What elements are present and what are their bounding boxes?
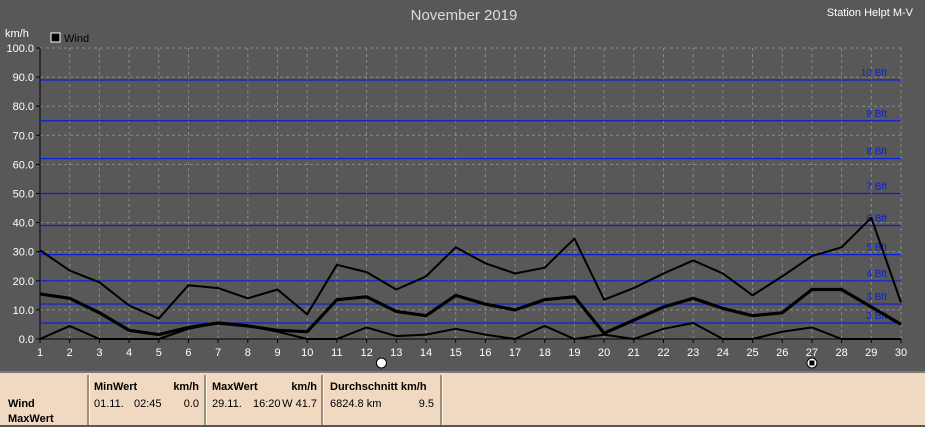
x-tick-label: 17 [509,347,521,359]
extreme-markers [375,357,818,369]
x-tick-label: 27 [806,347,818,359]
y-axis: 0.0 10.0 20.0 30.0 40.0 50.0 60.0 70.0 80.0 90.0 1… [6,43,40,346]
avg-header: Durchschnitt km/h [330,381,427,393]
y-tick-label: 60.0 [13,159,34,171]
wind-chart: November 2019 Station Helpt M-V km/h Win… [5,7,914,369]
beaufort-label: 9 Bft [866,109,887,120]
max-marker-center [809,360,815,366]
max-date: 29.11. [212,398,242,410]
x-tick-label: 19 [568,347,580,359]
stats-separator [204,375,207,425]
x-tick-label: 6 [185,347,191,359]
stats-min: MinWert km/h 01.11. 02:45 0.0 [90,373,204,427]
stats-row-wind: Wind [8,398,35,410]
stats-separator [440,375,443,425]
x-tick-label: 16 [479,347,491,359]
x-tick-label: 30 [895,347,907,359]
x-tick-label: 7 [215,347,221,359]
x-tick-label: 29 [865,347,877,359]
y-tick-label: 40.0 [13,218,34,230]
min-unit: km/h [173,381,199,393]
beaufort-label: 2 Bft [866,311,887,322]
min-time: 02:45 [134,398,162,410]
x-tick-label: 20 [598,347,610,359]
beaufort-label: 4 Bft [866,269,887,280]
x-tick-label: 18 [539,347,551,359]
x-axis: 1 2 3 4 5 6 7 8 9 10 11 12 13 14 15 16 17 18 19 20 21 22 23 24 2… [37,339,907,359]
series-line-average [39,287,902,337]
x-tick-label: 23 [687,347,699,359]
beaufort-label: 8 Bft [866,147,887,158]
legend-label: Wind [64,33,89,45]
stats-separator [87,375,90,425]
x-tick-label: 5 [156,347,162,359]
y-tick-label: 30.0 [13,247,34,259]
stats-average: Durchschnitt km/h 6824.8 km 9.5 [324,373,440,427]
x-tick-label: 25 [746,347,758,359]
legend-swatch [50,32,61,43]
max-value: W 41.7 [282,398,317,410]
x-tick-label: 14 [420,347,432,359]
min-marker [375,357,387,369]
series-line-min [39,322,901,340]
stats-panel: Wind MaxWert MinWert km/h 01.11. 02:45 0… [0,371,925,425]
legend: Wind [50,32,89,45]
avg-value: 9.5 [418,398,434,410]
x-tick-label: 10 [301,347,313,359]
y-tick-label: 50.0 [13,189,34,201]
beaufort-label: 6 Bft [866,214,887,225]
min-value: 0.0 [183,398,199,410]
x-tick-label: 24 [717,347,729,359]
x-tick-label: 1 [37,347,43,359]
beaufort-label: 10 Bft [861,68,887,79]
x-tick-label: 8 [245,347,251,359]
beaufort-lines: 2 Bft 3 Bft 4 Bft 5 Bft 6 Bft 7 Bft 8 Bft 9 Bft… [40,68,901,324]
x-tick-label: 26 [776,347,788,359]
x-tick-label: 3 [96,347,102,359]
series [39,216,902,340]
x-tick-label: 12 [360,347,372,359]
y-axis-unit: km/h [5,28,29,40]
x-tick-label: 11 [331,347,342,359]
max-unit: km/h [291,381,317,393]
station-name: Station Helpt M-V [827,7,914,19]
stats-row-maxwert: MaxWert [8,413,54,425]
chart-title: November 2019 [411,7,518,24]
stats-max: MaxWert km/h 29.11. 16:20 W 41.7 [207,373,321,427]
min-date: 01.11. [94,398,124,410]
max-time: 16:20 [253,398,281,410]
x-tick-label: 13 [390,347,402,359]
x-tick-label: 15 [450,347,462,359]
y-tick-label: 100.0 [6,43,34,55]
beaufort-label: 7 Bft [866,182,887,193]
avg-distance: 6824.8 km [330,398,382,410]
x-tick-label: 4 [126,347,132,359]
y-tick-label: 70.0 [13,130,34,142]
y-tick-label: 20.0 [13,276,34,288]
min-header: MinWert [94,381,138,393]
stats-separator [321,375,324,425]
x-tick-label: 28 [835,347,847,359]
max-header: MaxWert [212,381,258,393]
series-line-max [39,216,902,320]
x-tick-label: 21 [628,347,640,359]
beaufort-label: 5 Bft [866,243,887,254]
y-tick-label: 80.0 [13,101,34,113]
beaufort-label: 3 Bft [866,292,887,303]
x-tick-label: 9 [274,347,280,359]
y-tick-label: 10.0 [13,305,34,317]
y-tick-label: 90.0 [13,72,34,84]
x-tick-label: 22 [657,347,669,359]
y-tick-label: 0.0 [19,334,34,346]
x-tick-label: 2 [67,347,73,359]
